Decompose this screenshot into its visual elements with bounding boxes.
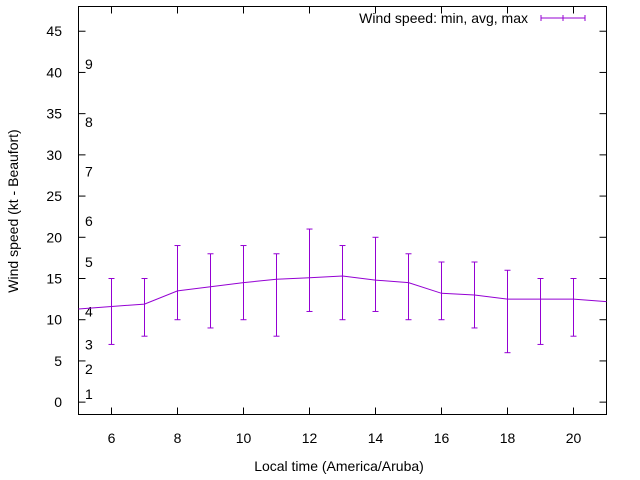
legend-label: Wind speed: min, avg, max: [359, 10, 528, 26]
x-tick-label: 8: [174, 430, 182, 446]
beaufort-scale-labels: 1 2 3 4 5 6 7 8 9: [85, 56, 93, 402]
x-tick-label: 6: [108, 430, 116, 446]
y-axis-label: Wind speed (kt - Beaufort): [5, 129, 21, 292]
y-tick-label: 5: [54, 353, 62, 369]
y-tick-label: 40: [46, 64, 62, 80]
beaufort-label: 2: [85, 361, 93, 377]
beaufort-label: 1: [85, 386, 93, 402]
x-tick-label: 20: [566, 430, 582, 446]
legend-sample: [540, 15, 586, 21]
beaufort-label: 9: [85, 56, 93, 72]
y-tick-label: 0: [54, 394, 62, 410]
y-tick-label: 10: [46, 312, 62, 328]
beaufort-label: 6: [85, 213, 93, 229]
y-tick-label: 20: [46, 229, 62, 245]
y-tick-label: 25: [46, 188, 62, 204]
beaufort-label: 5: [85, 254, 93, 270]
x-tick-label: 18: [500, 430, 516, 446]
x-tick-label: 10: [236, 430, 252, 446]
y-tick-label: 35: [46, 106, 62, 122]
y-tick-label: 30: [46, 147, 62, 163]
beaufort-label: 4: [85, 303, 93, 319]
beaufort-label: 8: [85, 114, 93, 130]
x-tick-label: 16: [434, 430, 450, 446]
y-tick-label: 15: [46, 271, 62, 287]
x-tick-label: 12: [302, 430, 318, 446]
beaufort-label: 3: [85, 336, 93, 352]
x-axis-ticks: 6 8 10 12 14 16 18 20: [108, 6, 582, 446]
legend: Wind speed: min, avg, max: [359, 10, 586, 26]
beaufort-label: 7: [85, 163, 93, 179]
x-tick-label: 14: [368, 430, 384, 446]
y-tick-label: 45: [46, 23, 62, 39]
plot-border: [78, 6, 607, 415]
x-axis-label: Local time (America/Aruba): [254, 458, 424, 474]
data-series: [78, 228, 607, 354]
